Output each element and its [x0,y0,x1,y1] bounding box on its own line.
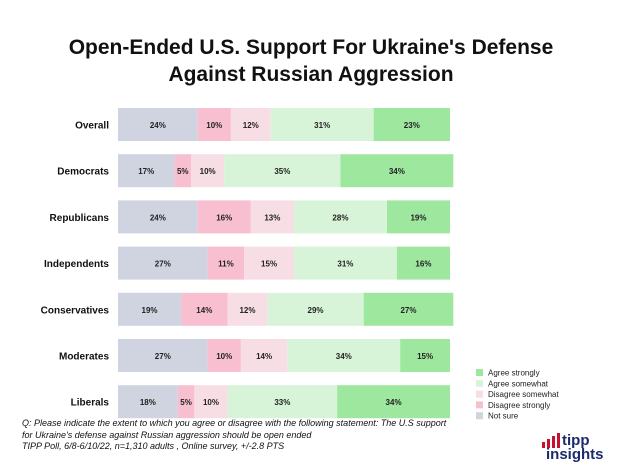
data-label-overall-disagree-somewhat: 12% [243,121,259,130]
data-label-overall-agree-somewhat: 31% [314,121,330,130]
category-label-overall: Overall [75,121,109,132]
data-label-moderates-agree-somewhat: 34% [336,352,352,361]
bar-segment-overall-disagree-somewhat [230,108,271,141]
bar-segment-conservatives-disagree-strongly [181,292,228,326]
data-label-moderates-not-sure: 27% [155,352,171,361]
chart-title: Open-Ended U.S. Support For Ukraine's De… [0,34,622,88]
bar-segment-conservatives-agree-strongly [363,292,454,326]
data-label-independents-disagree-strongly: 11% [218,260,234,269]
bar-segment-independents-not-sure [118,246,208,280]
data-label-moderates-agree-strongly: 15% [417,352,433,361]
legend-label-disagree-somewhat: Disagree somewhat [488,390,559,399]
data-label-independents-disagree-somewhat: 15% [261,260,277,269]
signal-bars-icon [542,433,560,448]
bar-segment-republicans-not-sure [118,200,198,234]
legend-label-agree-somewhat: Agree somewhat [488,379,549,388]
category-label-liberals: Liberals [71,398,110,409]
bar-segment-republicans-disagree-somewhat [250,200,294,234]
bar-segment-overall-agree-strongly [373,108,450,141]
data-label-liberals-not-sure: 18% [140,398,156,407]
data-label-democrats-disagree-strongly: 5% [177,167,189,176]
data-label-overall-agree-strongly: 23% [404,121,420,130]
bar-segment-liberals-agree-strongly [337,385,450,419]
data-label-republicans-disagree-somewhat: 13% [264,213,280,222]
data-label-independents-not-sure: 27% [155,260,171,269]
legend-label-agree-strongly: Agree strongly [488,369,540,378]
data-label-democrats-agree-strongly: 34% [389,167,405,176]
bar-segment-independents-disagree-strongly [207,246,245,280]
legend-swatch-disagree-somewhat [476,390,483,398]
bar-segment-democrats-disagree-strongly [174,154,192,188]
bar-segment-liberals-not-sure [118,385,178,419]
bar-segment-conservatives-not-sure [118,292,182,326]
bar-segment-moderates-disagree-somewhat [240,339,288,372]
legend-swatch-disagree-strongly [476,401,483,409]
data-label-conservatives-not-sure: 19% [142,306,158,315]
data-label-conservatives-disagree-strongly: 14% [196,306,212,315]
bar-segment-republicans-agree-strongly [386,200,450,234]
bar-segment-liberals-disagree-strongly [177,385,195,419]
data-label-liberals-disagree-somewhat: 10% [203,398,219,407]
tipp-insights-logo: tipp insights [540,433,620,465]
bar-segment-independents-agree-strongly [396,246,450,280]
data-label-independents-agree-strongly: 16% [415,260,431,269]
data-label-democrats-disagree-somewhat: 10% [200,167,216,176]
bar-segment-democrats-not-sure [118,154,175,188]
bar-segment-liberals-disagree-somewhat [194,385,228,419]
category-label-republicans: Republicans [50,213,110,224]
category-label-democrats: Democrats [57,167,109,178]
bar-segment-democrats-agree-strongly [340,154,454,188]
logo-text-tipp: tipp [562,432,590,449]
footnote-question-line-2: for Ukraine's defense against Russian ag… [22,429,312,440]
bar-segment-independents-disagree-somewhat [244,246,294,280]
data-label-moderates-disagree-somewhat: 14% [256,352,272,361]
data-label-liberals-disagree-strongly: 5% [180,398,192,407]
logo-text-insights: insights [546,446,604,463]
bar-segment-overall-not-sure [118,108,198,141]
bar-segment-republicans-agree-somewhat [293,200,387,234]
bar-segment-liberals-agree-somewhat [227,385,338,419]
category-label-moderates: Moderates [59,352,109,363]
bar-segment-republicans-disagree-strongly [197,200,251,234]
data-label-republicans-agree-strongly: 19% [410,213,426,222]
data-label-overall-disagree-strongly: 10% [206,121,222,130]
data-label-republicans-not-sure: 24% [150,213,166,222]
data-label-conservatives-agree-somewhat: 29% [308,306,324,315]
data-label-conservatives-agree-strongly: 27% [400,306,416,315]
legend-swatch-agree-strongly [476,369,483,376]
footnote: Q: Please indicate the extent to which y… [22,418,622,453]
bar-segment-moderates-agree-somewhat [287,339,401,372]
legend-swatch-not-sure [476,412,483,420]
legend-label-disagree-strongly: Disagree strongly [488,401,550,410]
footnote-question-line-1: Q: Please indicate the extent to which y… [22,418,447,428]
bar-segment-conservatives-agree-somewhat [267,292,364,326]
data-label-independents-agree-somewhat: 31% [337,260,353,269]
chart-title-line-1: Open-Ended U.S. Support For Ukraine's De… [68,36,554,59]
bar-segment-moderates-disagree-strongly [207,339,241,372]
category-label-conservatives: Conservatives [41,305,110,316]
bar-segment-overall-disagree-strongly [197,108,231,141]
bar-segment-moderates-not-sure [118,339,208,372]
data-label-democrats-agree-somewhat: 35% [274,167,290,176]
data-label-liberals-agree-strongly: 34% [386,398,402,407]
category-label-independents: Independents [44,259,109,270]
data-label-overall-not-sure: 24% [150,121,166,130]
footnote-poll-details: TIPP Poll, 6/8-6/10/22, n=1,310 adults ,… [22,441,285,451]
bar-segment-conservatives-disagree-somewhat [227,292,268,326]
data-label-liberals-agree-somewhat: 33% [274,398,290,407]
bar-segment-overall-agree-somewhat [270,108,374,141]
data-label-democrats-not-sure: 17% [138,167,154,176]
data-label-moderates-disagree-strongly: 10% [216,352,232,361]
chart-title-line-2: Against Russian Aggression [168,63,454,86]
data-label-conservatives-disagree-somewhat: 12% [239,306,255,315]
data-label-republicans-disagree-strongly: 16% [216,213,232,222]
bar-segment-democrats-disagree-somewhat [191,154,225,188]
bar-segment-moderates-agree-strongly [400,339,450,372]
bar-segment-democrats-agree-somewhat [224,154,341,188]
legend-swatch-agree-somewhat [476,379,483,387]
bar-segment-independents-agree-somewhat [293,246,397,280]
data-label-republicans-agree-somewhat: 28% [332,213,348,222]
legend-label-not-sure: Not sure [488,412,519,421]
